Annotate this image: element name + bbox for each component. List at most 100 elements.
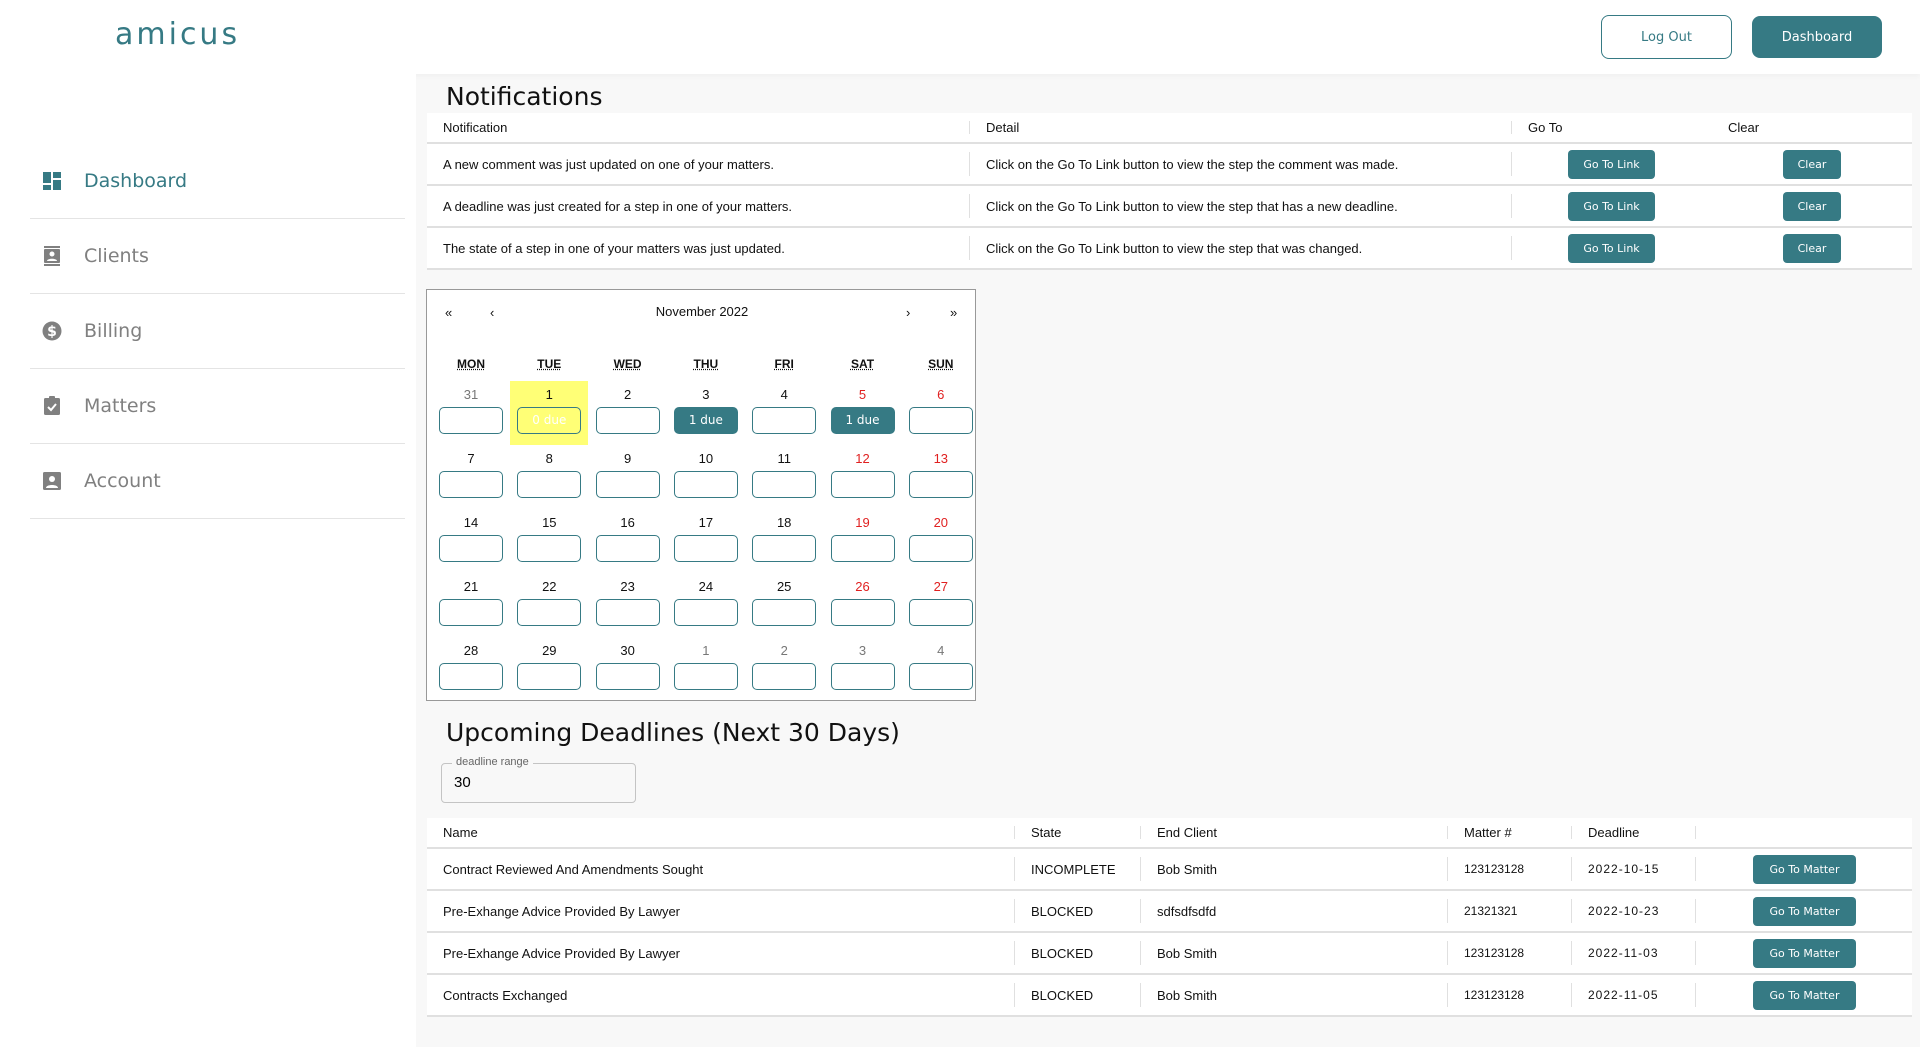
calendar-day[interactable]: 25 [745, 573, 823, 637]
calendar-day[interactable]: 13 [902, 445, 980, 509]
sidebar-item-billing[interactable]: $ Billing [30, 294, 405, 369]
due-count-badge[interactable] [908, 471, 973, 498]
calendar-day[interactable]: 31 [432, 381, 510, 445]
due-count-badge[interactable] [830, 663, 895, 690]
calendar-day[interactable]: 29 [510, 637, 588, 701]
due-count-badge[interactable] [595, 663, 660, 690]
calendar-day[interactable]: 5 1 due [824, 381, 902, 445]
due-count-badge[interactable] [752, 663, 817, 690]
calendar-day[interactable]: 26 [824, 573, 902, 637]
calendar-day[interactable]: 2 [589, 381, 667, 445]
calendar-day[interactable]: 19 [824, 509, 902, 573]
due-count-badge[interactable] [752, 471, 817, 498]
sidebar-item-account[interactable]: Account [30, 444, 405, 519]
due-count-badge[interactable] [517, 663, 582, 690]
due-count-badge[interactable] [830, 471, 895, 498]
due-count-badge[interactable] [673, 535, 738, 562]
calendar-day[interactable]: 8 [510, 445, 588, 509]
due-count-badge[interactable] [752, 599, 817, 626]
step-name: Contract Reviewed And Amendments Sought [427, 848, 1015, 891]
due-count-badge[interactable] [439, 663, 503, 690]
calendar-day[interactable]: 23 [589, 573, 667, 637]
day-number: 20 [933, 515, 949, 530]
calendar-day[interactable]: 27 [902, 573, 980, 637]
calendar-day[interactable]: 10 [667, 445, 745, 509]
due-count-badge[interactable] [752, 535, 817, 562]
deadline-range-field[interactable]: deadline range [441, 756, 636, 803]
go-to-matter-button[interactable]: Go To Matter [1753, 980, 1856, 1010]
due-count-badge[interactable] [908, 599, 973, 626]
due-count-badge[interactable] [595, 599, 660, 626]
calendar-day[interactable]: 14 [432, 509, 510, 573]
due-count-badge[interactable] [673, 663, 738, 690]
due-count-badge[interactable] [439, 599, 503, 626]
weekday-header: TUE [537, 357, 562, 371]
due-count-badge[interactable] [517, 471, 582, 498]
due-count-badge[interactable] [595, 471, 660, 498]
sidebar-item-label: Matters [84, 395, 157, 417]
calendar-day[interactable]: 4 [745, 381, 823, 445]
calendar-day[interactable]: 30 [589, 637, 667, 701]
calendar-day[interactable]: 4 [902, 637, 980, 701]
go-to-link-button[interactable]: Go To Link [1568, 149, 1655, 179]
due-count-badge[interactable] [830, 535, 895, 562]
calendar-day[interactable]: 28 [432, 637, 510, 701]
calendar-day[interactable]: 3 [824, 637, 902, 701]
deadline-range-input[interactable] [454, 774, 624, 791]
due-count-badge[interactable] [517, 599, 582, 626]
calendar-day[interactable]: 15 [510, 509, 588, 573]
sidebar-item-dashboard[interactable]: Dashboard [30, 144, 405, 219]
next-year-button[interactable]: » [950, 305, 958, 320]
go-to-matter-button[interactable]: Go To Matter [1753, 896, 1856, 926]
due-count-badge[interactable] [439, 407, 503, 434]
calendar-day[interactable]: 1 0 due [510, 381, 589, 445]
calendar-day[interactable]: 2 [745, 637, 823, 701]
due-count-badge[interactable] [595, 535, 660, 562]
due-count-badge[interactable] [908, 535, 973, 562]
prev-year-button[interactable]: « [445, 305, 453, 320]
sidebar-item-clients[interactable]: Clients [30, 219, 405, 294]
go-to-link-button[interactable]: Go To Link [1568, 233, 1655, 263]
clear-button[interactable]: Clear [1783, 191, 1841, 221]
due-count-badge[interactable] [908, 663, 973, 690]
due-count-badge[interactable] [439, 535, 503, 562]
due-count-badge[interactable] [830, 599, 895, 626]
calendar-day[interactable]: 24 [667, 573, 745, 637]
clear-button[interactable]: Clear [1783, 233, 1841, 263]
go-to-link-button[interactable]: Go To Link [1568, 191, 1655, 221]
due-count-badge[interactable] [673, 471, 738, 498]
calendar-day[interactable]: 17 [667, 509, 745, 573]
next-month-button[interactable]: › [906, 305, 911, 320]
due-count-badge[interactable]: 1 due [673, 407, 738, 434]
day-number: 19 [855, 515, 870, 530]
calendar-day[interactable]: 22 [510, 573, 588, 637]
due-count-badge[interactable] [595, 407, 660, 434]
go-to-matter-button[interactable]: Go To Matter [1753, 854, 1856, 884]
clear-button[interactable]: Clear [1783, 149, 1841, 179]
calendar-day[interactable]: 11 [745, 445, 823, 509]
calendar-day[interactable]: 3 1 due [667, 381, 745, 445]
go-to-matter-button[interactable]: Go To Matter [1753, 938, 1856, 968]
day-number: 7 [467, 451, 475, 466]
due-count-badge[interactable]: 0 due [517, 407, 582, 434]
calendar-day[interactable]: 7 [432, 445, 510, 509]
dashboard-button[interactable]: Dashboard [1752, 16, 1882, 58]
due-count-badge[interactable] [439, 471, 503, 498]
due-count-badge[interactable] [673, 599, 738, 626]
calendar-day[interactable]: 20 [902, 509, 980, 573]
calendar-day[interactable]: 18 [745, 509, 823, 573]
sidebar-item-matters[interactable]: Matters [30, 369, 405, 444]
due-count-badge[interactable] [908, 407, 973, 434]
calendar-day[interactable]: 16 [589, 509, 667, 573]
due-count-badge[interactable] [752, 407, 817, 434]
calendar-day[interactable]: 21 [432, 573, 510, 637]
calendar-day[interactable]: 6 [902, 381, 980, 445]
logout-button[interactable]: Log Out [1601, 15, 1732, 59]
due-count-badge[interactable]: 1 due [830, 407, 895, 434]
calendar-title[interactable]: November 2022 [655, 304, 749, 319]
calendar-day[interactable]: 9 [589, 445, 667, 509]
calendar-day[interactable]: 1 [667, 637, 745, 701]
calendar-day[interactable]: 12 [824, 445, 902, 509]
prev-month-button[interactable]: ‹ [490, 305, 495, 320]
due-count-badge[interactable] [517, 535, 582, 562]
